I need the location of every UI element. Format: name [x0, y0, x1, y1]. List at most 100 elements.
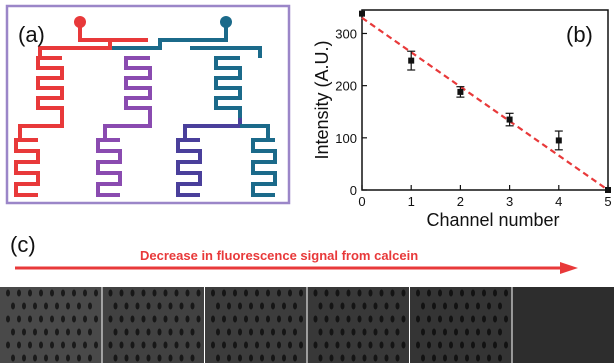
pillar-dot — [482, 315, 486, 323]
pillar-dot — [174, 315, 179, 323]
pillar-dot — [271, 302, 275, 310]
pillar-dot — [88, 328, 92, 336]
pillar-dot — [216, 328, 220, 336]
pillar-dot — [427, 341, 431, 349]
pillar-dot — [66, 354, 70, 362]
pillar-dot — [427, 289, 431, 297]
pillar-dot — [346, 289, 351, 297]
pillar-dot — [362, 302, 367, 310]
pillar-dot — [454, 354, 458, 362]
pillar-dot — [260, 354, 264, 362]
pillar-dot — [72, 289, 76, 297]
pillar-dot — [421, 328, 425, 336]
pillar-dot — [216, 302, 220, 310]
pillar-dot — [196, 341, 201, 349]
pillar-dot — [227, 302, 231, 310]
pillar-dot — [124, 328, 129, 336]
pillar-dot — [6, 341, 10, 349]
pillar-dot — [33, 328, 37, 336]
pillar-dot — [432, 328, 436, 336]
pillar-dot — [152, 289, 157, 297]
pillar-dot — [465, 302, 469, 310]
pillar-dot — [135, 328, 140, 336]
pillar-dot — [61, 289, 65, 297]
pillar-dot — [22, 328, 26, 336]
pillar-dot — [482, 289, 486, 297]
panel-a-label: (a) — [18, 22, 45, 47]
pillar-dot — [487, 302, 491, 310]
pillar-dot — [340, 328, 345, 336]
arrow-caption: Decrease in fluorescence signal from cal… — [140, 248, 419, 263]
pillar-dot — [185, 289, 190, 297]
pillar-dot — [72, 341, 76, 349]
pillar-dot — [39, 315, 43, 323]
pillar-dot — [66, 328, 70, 336]
data-point — [605, 187, 611, 193]
pillar-dot — [113, 302, 118, 310]
pillar-dot — [498, 302, 502, 310]
pillar-dot — [33, 354, 37, 362]
micrograph-tile — [205, 287, 307, 363]
pillar-dot — [476, 354, 480, 362]
inlet-channel-red — [78, 22, 148, 42]
pillar-dot — [94, 289, 98, 297]
pillar-dot — [113, 328, 118, 336]
pillar-dot — [438, 289, 442, 297]
split-red — [38, 40, 112, 58]
pillar-dot — [460, 341, 464, 349]
pillar-dot — [11, 302, 15, 310]
pillar-dot — [77, 328, 81, 336]
pillar-dot — [174, 341, 179, 349]
pillar-dot — [432, 354, 436, 362]
pillar-dot — [384, 328, 389, 336]
inlet-red — [74, 16, 86, 28]
pillar-dot — [185, 315, 190, 323]
pillar-dot — [449, 341, 453, 349]
pillar-dot — [119, 289, 124, 297]
pillar-dot — [108, 315, 113, 323]
y-tick-label: 0 — [350, 183, 357, 198]
pillar-dot — [72, 315, 76, 323]
pillar-dot — [222, 341, 226, 349]
pillar-dot — [108, 341, 113, 349]
pillar-dot — [113, 354, 118, 362]
pillar-dot — [282, 354, 286, 362]
x-tick-label: 2 — [457, 194, 464, 209]
pillar-dot — [368, 315, 373, 323]
pillar-dot — [11, 328, 15, 336]
pillar-dot — [335, 289, 340, 297]
pillar-dot — [211, 315, 215, 323]
pillar-dot — [373, 302, 378, 310]
pillar-dot — [465, 328, 469, 336]
pillar-dot — [168, 328, 173, 336]
pillar-dot — [293, 328, 297, 336]
pillar-dot — [460, 315, 464, 323]
pillar-dot — [146, 328, 151, 336]
pillar-dot — [50, 341, 54, 349]
bus-purple — [103, 118, 152, 140]
pillar-dot — [238, 302, 242, 310]
pillar-dot — [293, 354, 297, 362]
pillar-dot — [227, 328, 231, 336]
pillar-dot — [282, 328, 286, 336]
pillar-dot — [39, 289, 43, 297]
pillar-dot — [255, 289, 259, 297]
pillar-dot — [119, 341, 124, 349]
panel-b-label: (b) — [566, 22, 593, 47]
pillar-dot — [379, 315, 384, 323]
pillar-dot — [28, 315, 32, 323]
channel-network-diagram — [5, 4, 291, 205]
bus-blue — [240, 124, 270, 140]
pillar-dot — [390, 341, 395, 349]
pillar-dot — [141, 289, 146, 297]
pillar-dot — [324, 315, 329, 323]
pillar-dot — [163, 315, 168, 323]
pillar-dot — [94, 315, 98, 323]
pillar-dot — [157, 302, 162, 310]
serpentine-stage1-3 — [214, 56, 242, 118]
y-axis-label: Intensity (A.U.) — [312, 40, 332, 159]
pillar-dot — [88, 354, 92, 362]
pillar-dot — [146, 354, 151, 362]
pillar-dot — [222, 289, 226, 297]
pillar-dot — [55, 302, 59, 310]
